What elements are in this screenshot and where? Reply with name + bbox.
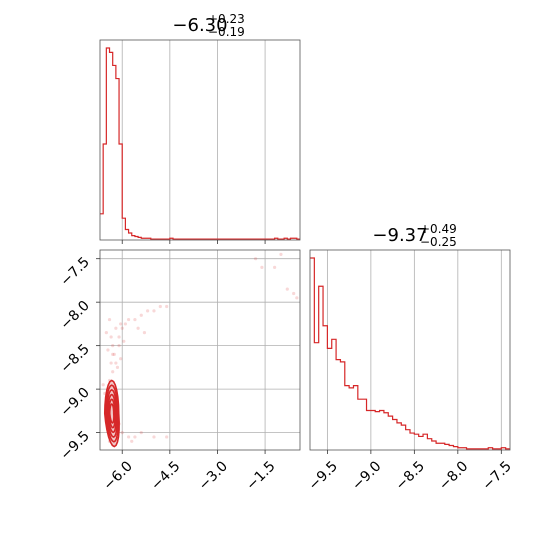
marginal-2-tick-label: −7.5	[480, 458, 515, 493]
marginal-1-lower-error: −0.19	[208, 25, 245, 39]
joint-sample-point	[101, 383, 105, 387]
joint-sample-point	[260, 265, 264, 269]
joint-sample-point	[112, 352, 116, 356]
joint-sample-point	[273, 265, 277, 269]
joint-sample-point	[152, 309, 156, 313]
joint-x-tick-label: −1.5	[243, 458, 278, 493]
joint-x-tick-label: −4.5	[148, 458, 183, 493]
joint-y-tick-label: −8.5	[57, 341, 92, 376]
joint-sample-point	[107, 317, 112, 322]
marginal-2-histogram	[310, 257, 510, 450]
joint-sample-point	[106, 348, 110, 352]
joint-frame	[99, 249, 301, 451]
joint-contour-line	[103, 379, 120, 448]
joint-sample-point	[123, 322, 127, 326]
marginal-2-lower-error: −0.25	[420, 235, 457, 249]
marginal-1-median: −6.30	[172, 15, 227, 36]
joint-sample-point	[126, 435, 131, 439]
joint-grid	[100, 250, 300, 450]
joint-sample-point	[165, 435, 169, 439]
joint-y-tick-label: −8.0	[57, 298, 92, 333]
marginal-1-ticks	[121, 240, 266, 244]
joint-sample-point	[158, 304, 162, 309]
joint-samples	[101, 252, 299, 443]
joint-y-tick-label: −9.0	[57, 385, 92, 420]
joint-sample-point	[109, 361, 113, 365]
joint-y-tick-label: −7.5	[57, 254, 92, 289]
joint-x-ticks: −6.0 −4.5 −3.0 −1.5	[100, 450, 279, 494]
joint-sample-point	[114, 361, 118, 365]
joint-contour-line	[105, 388, 118, 439]
joint-sample-point	[115, 365, 120, 369]
joint-sample-point	[130, 439, 134, 443]
joint-contours	[103, 379, 120, 448]
joint-sample-point	[142, 331, 147, 335]
marginal-2-grid	[326, 250, 502, 450]
joint-sample-point	[292, 291, 296, 296]
marginal-1-title: −6.30	[172, 15, 227, 36]
joint-sample-point	[109, 335, 113, 339]
joint-sample-point	[136, 326, 140, 330]
joint-contour-line	[108, 403, 115, 424]
marginal-2-ticks: −9.5 −9.0 −8.5 −8.0 −7.5	[306, 450, 515, 494]
marginal-panel-1: −6.30 +0.23 −0.19	[99, 12, 301, 244]
joint-sample-point	[139, 431, 143, 435]
joint-sample-point	[139, 313, 143, 317]
joint-y-tick-label: −9.5	[57, 428, 92, 463]
marginal-2-upper-error: +0.49	[420, 222, 457, 236]
marginal-1-histogram	[100, 47, 300, 240]
marginal-1-upper-error: +0.23	[208, 12, 245, 26]
joint-sample-point	[119, 357, 123, 361]
joint-x-tick-label: −6.0	[100, 458, 135, 493]
joint-sample-point	[126, 317, 131, 322]
marginal-2-tick-label: −9.0	[349, 458, 384, 493]
joint-sample-point	[279, 252, 283, 256]
joint-sample-point	[104, 331, 108, 335]
marginal-2-tick-label: −9.5	[306, 458, 341, 493]
marginal-2-tick-label: −8.5	[393, 458, 428, 493]
joint-sample-point	[111, 344, 115, 348]
joint-sample-point	[146, 309, 150, 313]
joint-sample-point	[117, 344, 121, 348]
joint-sample-point	[285, 287, 289, 291]
marginal-1-frame	[99, 39, 301, 241]
marginal-panel-2: −9.5 −9.0 −8.5 −8.0 −7.5 −9.37 +0.49 −0.25	[306, 222, 515, 494]
joint-sample-point	[165, 304, 169, 309]
marginal-2-tick-label: −8.0	[436, 458, 471, 493]
joint-sample-point	[111, 352, 115, 356]
joint-contour-line	[107, 398, 116, 429]
joint-sample-point	[253, 257, 258, 261]
joint-sample-point	[111, 370, 115, 374]
joint-sample-point	[295, 296, 299, 300]
joint-panel: −6.0 −4.5 −3.0 −1.5 −7.5 −8.0 −8.5 −9.0 −9.5	[57, 249, 301, 494]
joint-sample-point	[119, 322, 123, 326]
joint-sample-point	[114, 326, 118, 330]
joint-sample-point	[133, 317, 137, 322]
joint-sample-point	[152, 435, 156, 439]
joint-sample-point	[122, 339, 126, 343]
joint-contour-line	[104, 384, 119, 443]
joint-sample-point	[120, 326, 124, 330]
joint-sample-point	[120, 431, 124, 435]
joint-x-tick-label: −3.0	[196, 458, 231, 493]
marginal-2-frame	[309, 249, 511, 451]
marginal-1-grid	[121, 40, 266, 240]
marginal-2-title: −9.37	[372, 225, 427, 246]
joint-contour-line	[106, 393, 117, 434]
joint-y-ticks: −7.5 −8.0 −8.5 −9.0 −9.5	[57, 254, 100, 463]
marginal-2-median: −9.37	[372, 225, 427, 246]
joint-sample-point	[117, 335, 121, 339]
joint-sample-point	[133, 435, 137, 439]
